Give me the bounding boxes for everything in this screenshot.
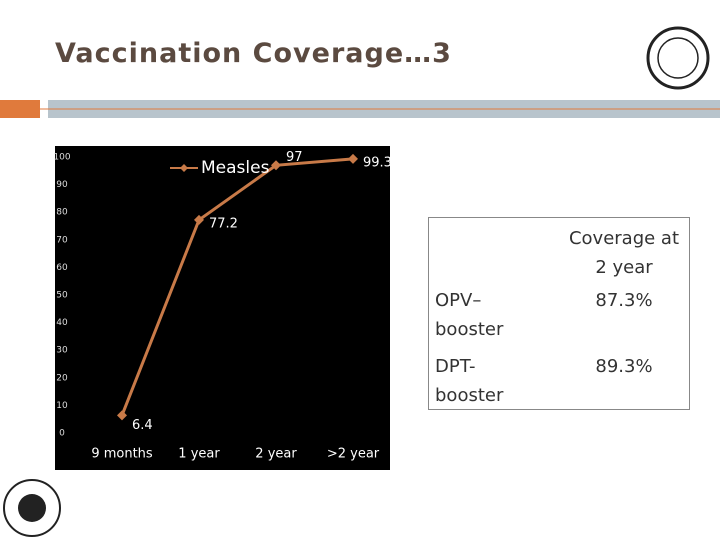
legend-marker — [180, 164, 188, 172]
legend-label: Measles — [201, 158, 270, 178]
series-line — [120, 157, 354, 416]
y-tick-label: 90 — [56, 180, 68, 190]
table-header: Coverage at 2 year — [568, 228, 680, 278]
table-cell: 87.3% — [595, 290, 653, 311]
data-label: 6.4 — [132, 418, 153, 433]
plot-background — [55, 146, 390, 470]
x-tick-label: >2 year — [327, 447, 380, 462]
y-tick-label: 0 — [59, 429, 65, 439]
data-marker — [117, 410, 127, 421]
table-cell: DPT- booster — [435, 356, 504, 406]
logo — [3, 479, 61, 537]
table-cell: OPV– booster — [435, 290, 504, 340]
data-label: 77.2 — [209, 216, 238, 231]
logo — [18, 494, 46, 522]
data-marker — [348, 153, 358, 164]
logo — [657, 37, 699, 79]
table-cell: 89.3% — [595, 356, 653, 377]
y-tick-label: 30 — [56, 346, 68, 356]
y-tick-label: 70 — [56, 235, 68, 245]
slide-title: Vaccination Coverage…3 — [55, 38, 452, 69]
y-tick-label: 10 — [56, 401, 68, 411]
y-tick-label: 50 — [56, 291, 68, 301]
y-tick-label: 60 — [56, 263, 68, 273]
y-tick-label: 80 — [56, 208, 68, 218]
x-tick-label: 1 year — [178, 447, 220, 462]
data-marker — [194, 214, 204, 225]
data-label: 99.3 — [363, 155, 392, 170]
x-tick-label: 9 months — [91, 447, 153, 462]
data-marker — [271, 160, 281, 171]
y-tick-label: 100 — [53, 153, 70, 163]
coverage-table: Coverage at 2 year OPV– booster 87.3% DP… — [428, 217, 690, 410]
y-tick-label: 20 — [56, 373, 68, 383]
x-tick-label: 2 year — [255, 447, 297, 462]
logo — [646, 26, 710, 90]
data-label: 97 — [286, 150, 303, 165]
y-tick-label: 40 — [56, 318, 68, 328]
